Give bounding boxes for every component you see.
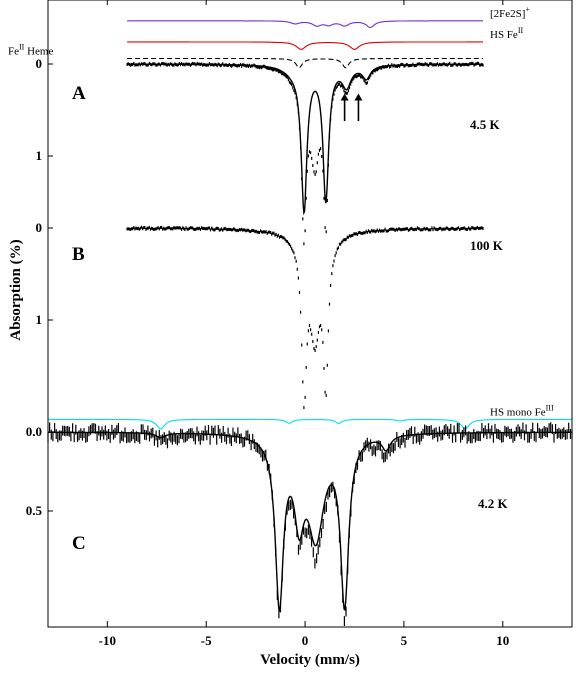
series-label: HS FeII (490, 26, 523, 41)
panel-a: 01 (36, 20, 484, 246)
annotation-layer: A 4.5 K [2Fe2S]+ HS FeII FeII Heme B 100 K C 4.2… (8, 5, 554, 554)
panel-c: 0.0 0.5 (26, 418, 573, 626)
y-tick-label: 1 (36, 312, 43, 327)
data-points (126, 61, 484, 246)
temperature-label: 4.5 K (470, 117, 501, 132)
panel-letter: A (72, 83, 86, 104)
temperature-label: 100 K (470, 238, 504, 253)
x-tick-label: 0 (302, 633, 309, 648)
series-line (127, 41, 483, 50)
temperature-label: 4.2 K (478, 496, 509, 511)
x-tick-label: 5 (401, 633, 408, 648)
x-axis-ticks: -10 -5 0 5 10 (99, 0, 509, 648)
y-tick-label: 0 (36, 220, 43, 235)
series-label: [2Fe2S]+ (490, 5, 530, 20)
y-axis-title: Absorption (%) (8, 239, 24, 340)
y-tick-label: 1 (36, 148, 43, 163)
series-line (127, 57, 483, 69)
x-tick-label: -5 (201, 633, 212, 648)
arrow-icon (354, 93, 363, 101)
x-tick-label: -10 (99, 633, 116, 648)
series-line (127, 20, 483, 29)
series-label: FeII Heme (8, 42, 53, 57)
x-tick-label: 10 (496, 633, 509, 648)
y-tick-label: 0.5 (26, 503, 43, 518)
series-label: HS mono FeIII (490, 403, 554, 418)
series-line (48, 418, 572, 430)
panel-letter: B (72, 244, 85, 265)
y-tick-label: 0 (36, 56, 43, 71)
y-tick-label: 0.0 (26, 424, 42, 439)
panel-letter: C (72, 533, 86, 554)
arrow-icon (340, 93, 349, 101)
panel-b: 01 (36, 220, 484, 410)
data-points (126, 225, 484, 410)
plot-frame (47, 0, 573, 628)
x-axis-title: Velocity (mm/s) (260, 652, 360, 668)
